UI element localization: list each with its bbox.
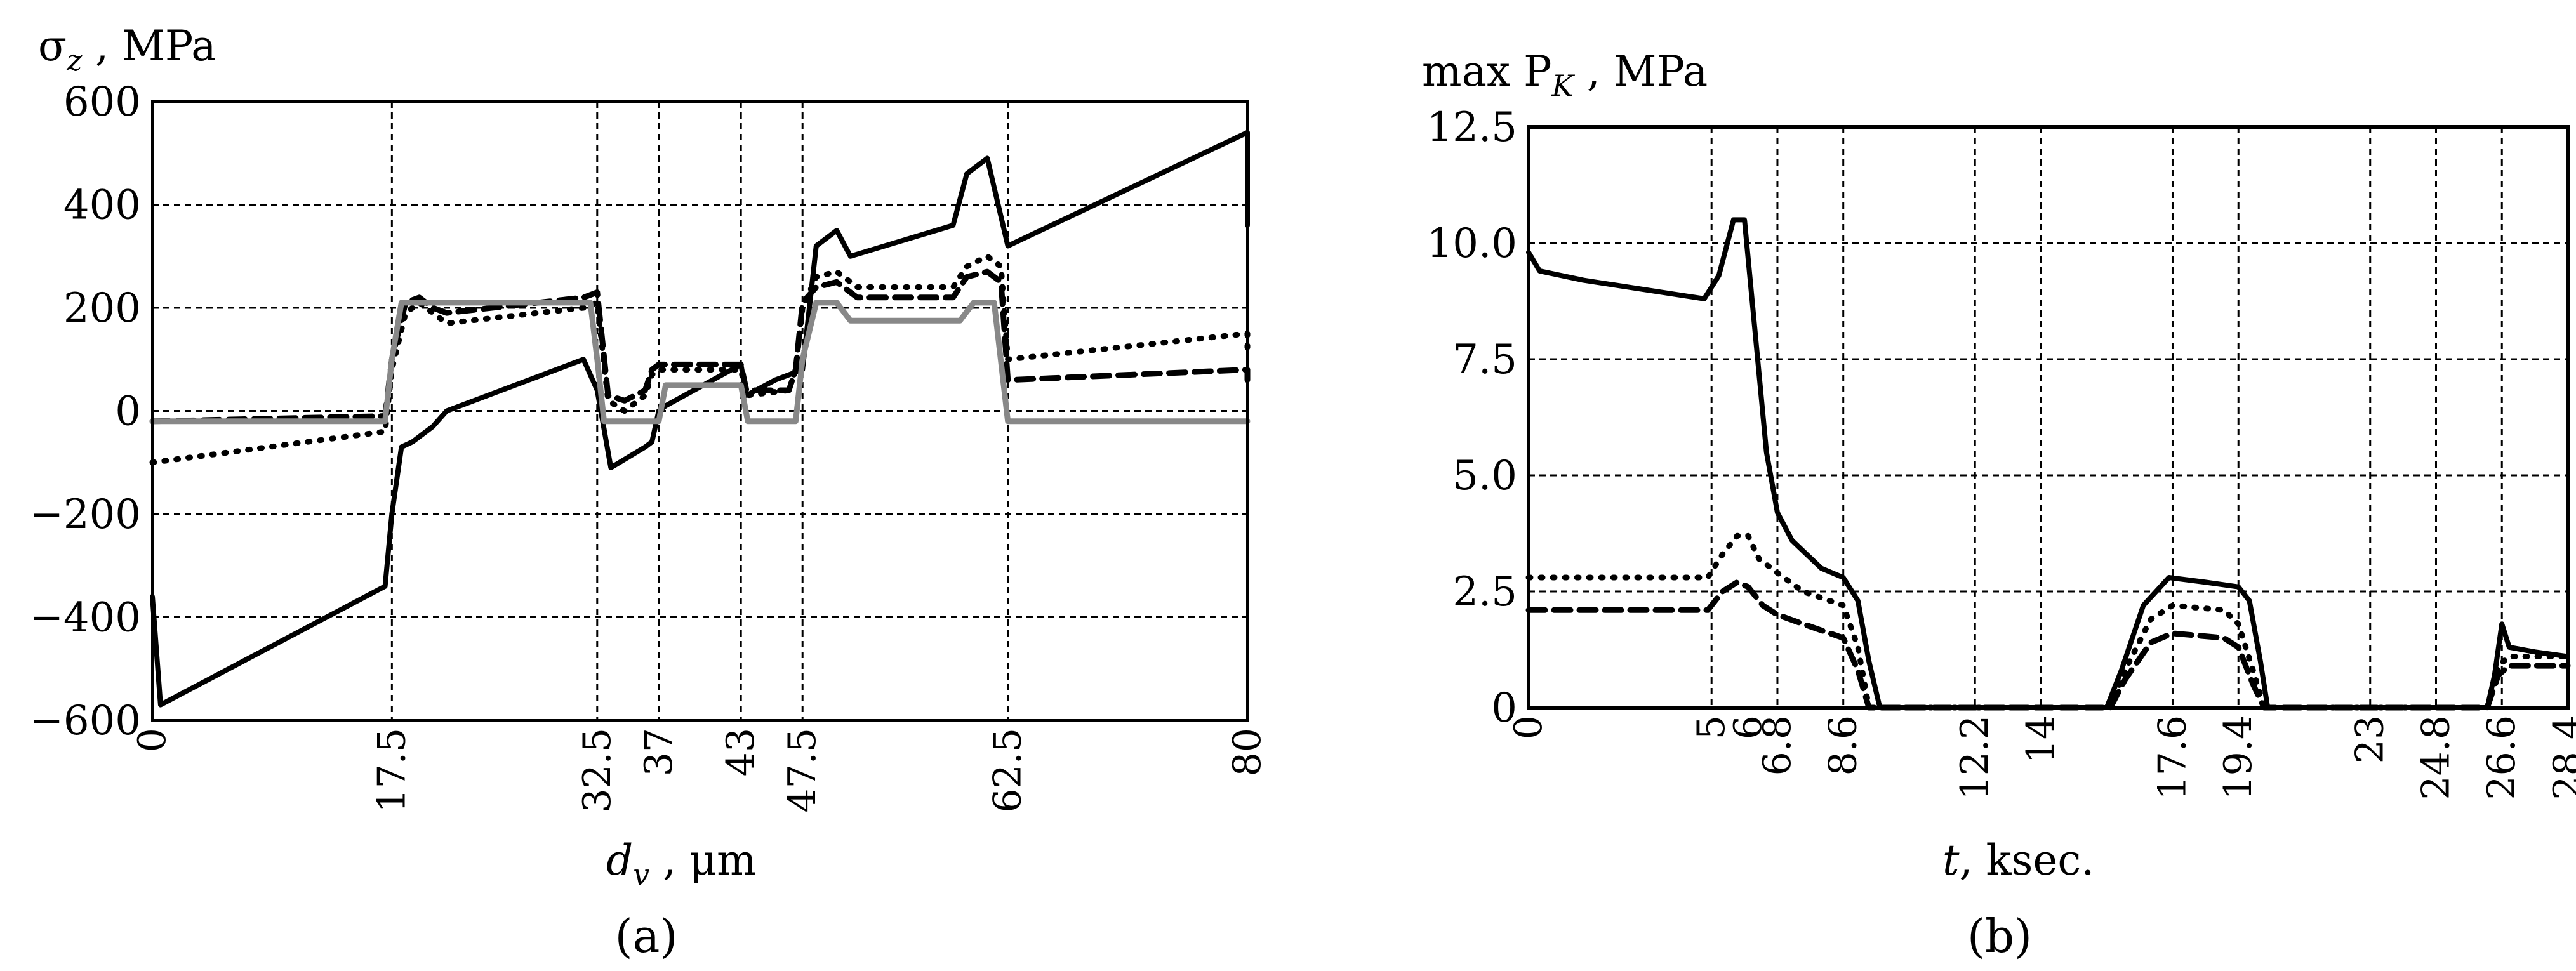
x-tick-label: 17.6 <box>2151 715 2195 800</box>
y-tick-label: −600 <box>29 697 141 744</box>
y-tick-label: 5.0 <box>1452 452 1517 499</box>
panel-b-x-axis-title: t, ksec. <box>1942 836 2094 885</box>
x-tick-label: 8.6 <box>1821 715 1866 776</box>
y-tick-label: 0 <box>115 388 141 435</box>
y-tick-label: 12.5 <box>1427 104 1518 151</box>
panel-a-grid <box>152 102 1247 720</box>
y-tick-label: 7.5 <box>1452 336 1517 383</box>
x-tick-label: 14 <box>2019 715 2063 763</box>
x-tick-label: 32.5 <box>575 728 620 813</box>
y-tick-label: 200 <box>63 285 141 332</box>
series-line-dotted <box>1529 536 2568 708</box>
panel-b-grid <box>1529 127 2568 708</box>
panel-b-y-tick-labels: 12.510.07.55.02.50 <box>1427 104 1518 732</box>
x-tick-label: 43 <box>719 728 763 776</box>
x-tick-label: 6 <box>1726 715 1770 739</box>
panel-a-x-axis-title: dv , μm <box>606 836 757 892</box>
y-tick-label: 600 <box>63 79 141 126</box>
panel-a-series <box>152 133 1247 705</box>
y-tick-label: 10.0 <box>1427 220 1518 267</box>
panel-a-y-axis-title: σz , MPa <box>38 22 216 77</box>
x-tick-label: 19.4 <box>2216 715 2261 800</box>
series-line-dashed <box>1529 582 2568 708</box>
x-tick-label: 80 <box>1225 728 1270 776</box>
series-line-dashed <box>152 272 1247 421</box>
figure: 600 400 200 0 −200 −400 −600 0 17.5 32.5 37 43 47.5… <box>0 0 2576 971</box>
series-line-dotted <box>152 256 1247 463</box>
x-tick-label: 37 <box>637 728 681 776</box>
panel-b-x-tick-labels: 0 5 6.8 8.6 12.2 14 17.6 19.4 23 24.8 26.6 28.46 <box>1506 715 2576 800</box>
y-tick-label: 400 <box>63 182 141 229</box>
x-tick-label: 28.4 <box>2546 715 2576 800</box>
panel-b-plot-frame <box>1529 127 2568 708</box>
y-tick-label: −400 <box>29 595 141 642</box>
panel-a-x-tick-labels: 0 17.5 32.5 37 43 47.5 62.5 80 <box>130 728 1270 813</box>
series-line-solid <box>1529 220 2568 708</box>
x-tick-label: 62.5 <box>986 728 1030 813</box>
panel-b-y-axis-title: max PK , MPa <box>1422 47 1708 103</box>
x-tick-label: 47.5 <box>780 728 825 813</box>
x-tick-label: 23 <box>2348 715 2393 763</box>
panel-b-caption: (b) <box>1967 909 2032 963</box>
x-tick-label: 0 <box>130 728 175 752</box>
panel-b-series <box>1529 220 2568 708</box>
panel-b-chart: 12.510.07.55.02.50 0 5 6.8 8.6 12.2 14 17.6 19.… <box>1422 47 2576 963</box>
panel-a-y-tick-labels: 600 400 200 0 −200 −400 −600 <box>29 79 141 744</box>
x-tick-label: 0 <box>1506 715 1551 739</box>
y-tick-label: −200 <box>29 491 141 538</box>
x-tick-label: 12.2 <box>1953 715 1997 800</box>
panel-a-chart: 600 400 200 0 −200 −400 −600 0 17.5 32.5 37 43 47.5… <box>29 22 1270 963</box>
y-tick-label: 2.5 <box>1452 569 1517 616</box>
x-tick-label: 17.5 <box>369 728 414 813</box>
panel-a-caption: (a) <box>614 909 677 963</box>
x-tick-label: 26.6 <box>2480 715 2524 800</box>
x-tick-label: 24.8 <box>2414 715 2459 800</box>
